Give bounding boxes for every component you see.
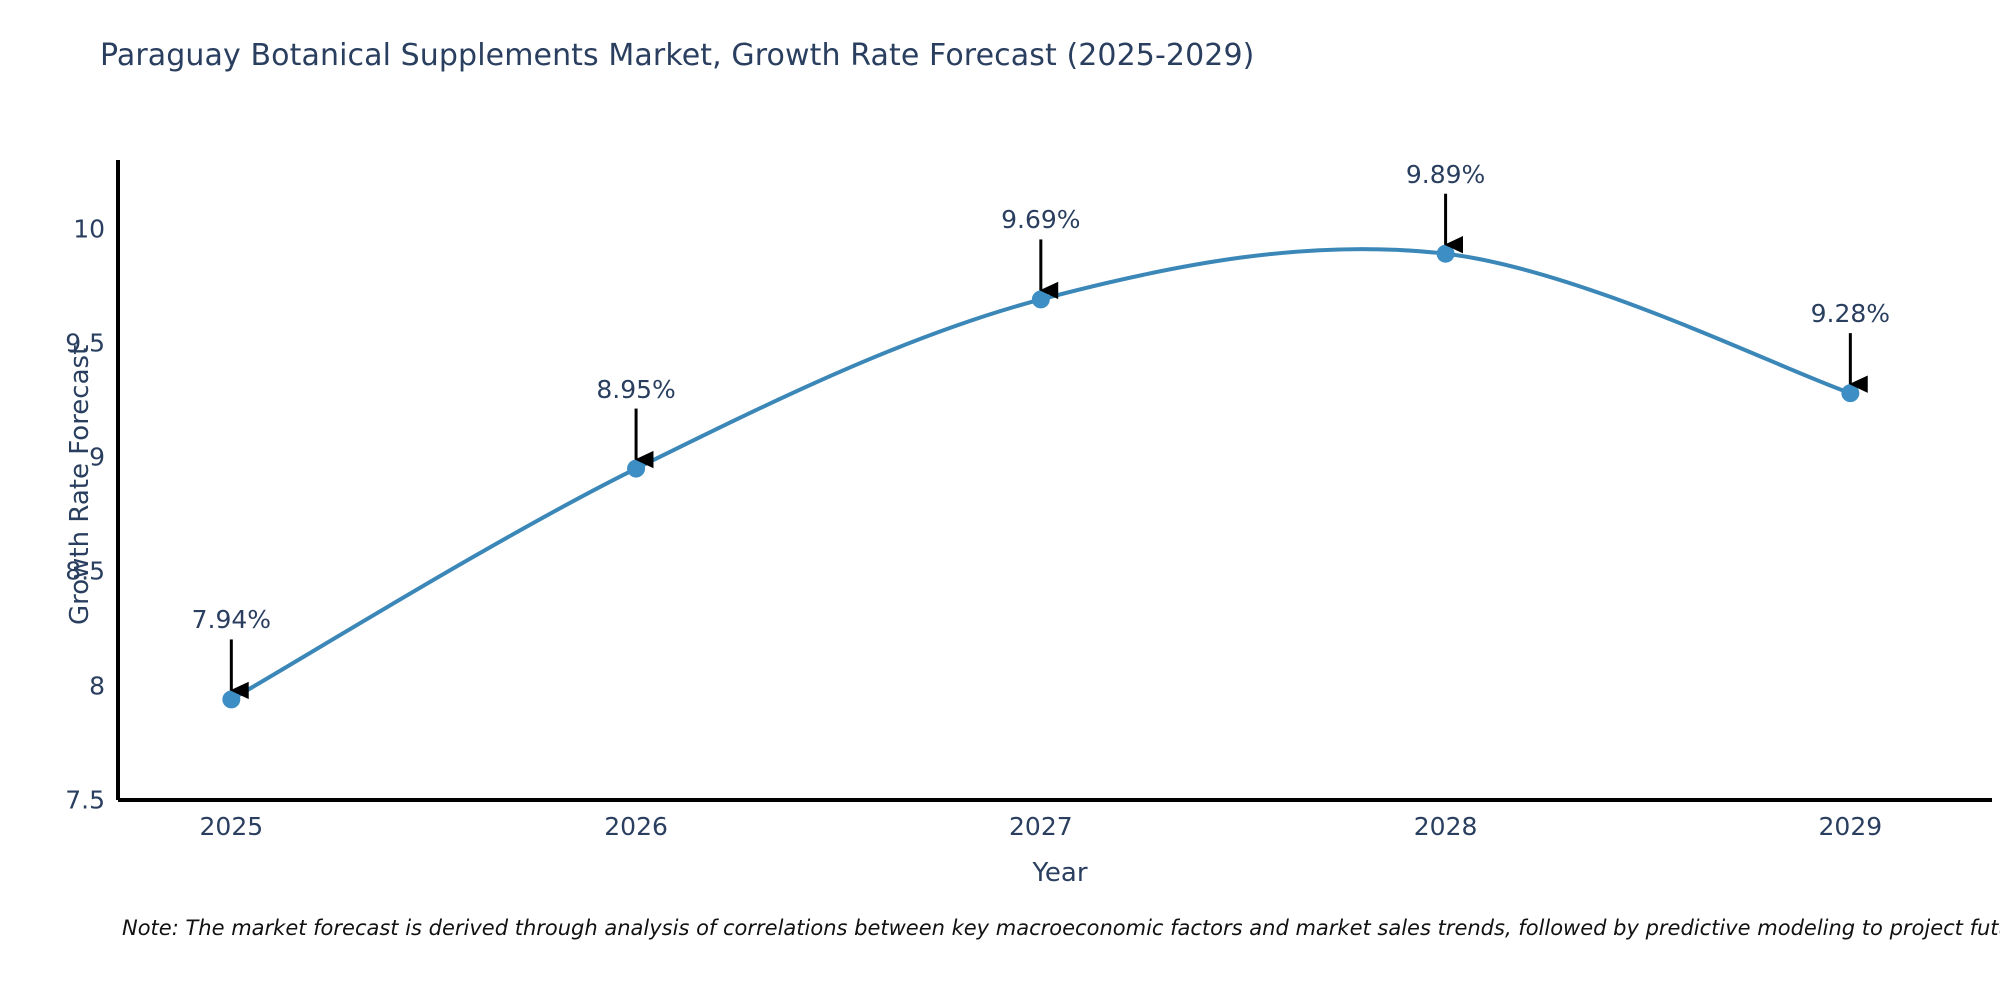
x-tick-label: 2028	[1413, 812, 1478, 841]
data-point-marker[interactable]	[222, 690, 241, 709]
x-tick-label: 2026	[604, 812, 668, 841]
chart-title: Paraguay Botanical Supplements Market, G…	[100, 38, 1255, 73]
annotation-arrows	[229, 193, 1868, 700]
data-point-marker[interactable]	[627, 459, 646, 478]
data-point-label: 7.94%	[191, 605, 272, 635]
y-tick-label: 7.5	[65, 785, 105, 815]
y-tick-label: 8.5	[65, 556, 105, 586]
y-tick-label: 10	[73, 214, 105, 244]
data-point-label: 8.95%	[596, 374, 676, 404]
data-point-marker[interactable]	[1841, 384, 1860, 403]
data-point-marker[interactable]	[1436, 244, 1455, 263]
x-tick-label: 2027	[1009, 812, 1073, 841]
data-point-markers	[222, 244, 1860, 709]
data-point-label: 9.69%	[1001, 205, 1081, 235]
data-point-marker[interactable]	[1031, 290, 1050, 309]
data-point-label: 9.89%	[1405, 159, 1486, 189]
y-axis-tick-labels: 7.5 8 8.5 9 9.5 10	[0, 0, 105, 1000]
x-tick-label: 2029	[1818, 812, 1883, 841]
data-series-line	[229, 247, 1853, 702]
y-tick-label: 9.5	[65, 328, 105, 358]
chart-note: Note: The market forecast is derived thr…	[122, 916, 2000, 940]
x-axis-title: Year	[1032, 858, 1088, 888]
data-point-label: 9.28%	[1810, 299, 1891, 329]
x-tick-label: 2025	[199, 812, 264, 841]
y-tick-label: 8	[89, 671, 105, 701]
y-tick-label: 9	[89, 442, 105, 472]
